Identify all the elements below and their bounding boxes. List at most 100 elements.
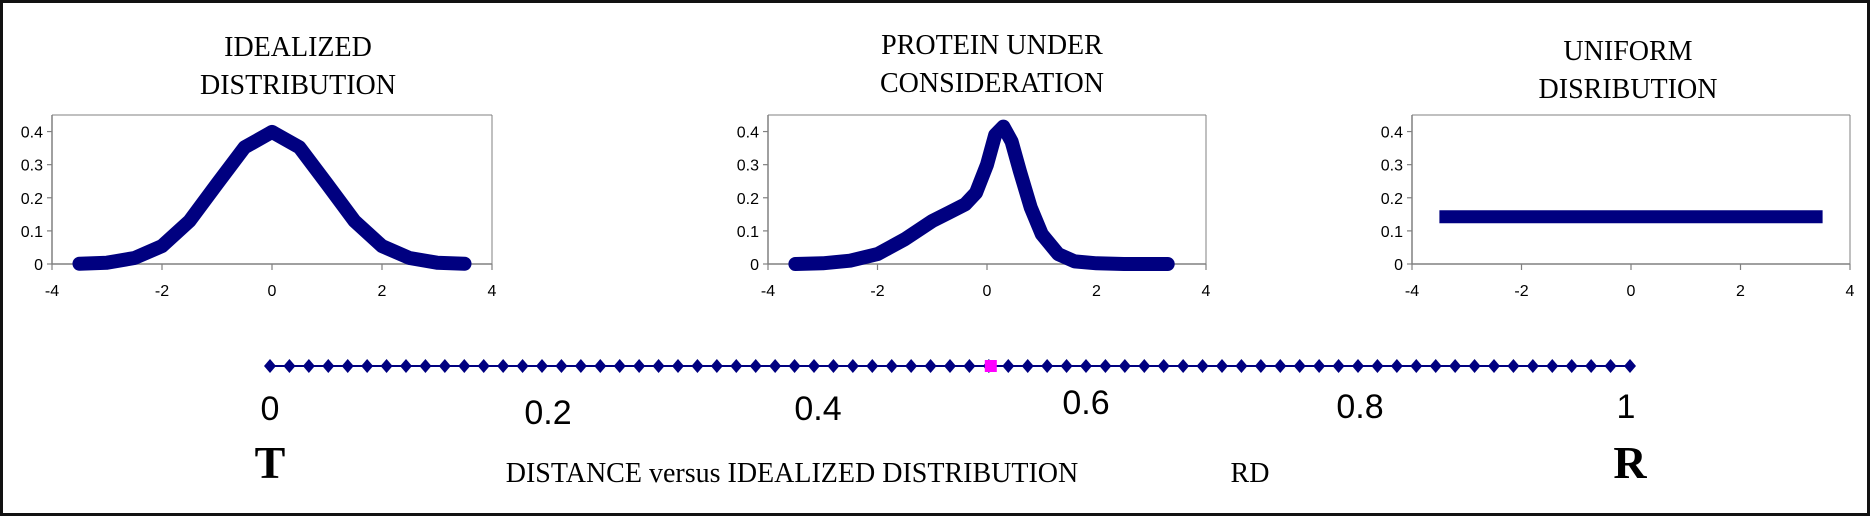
- scale-point: [1429, 359, 1442, 373]
- scale-point: [1604, 359, 1617, 373]
- y-tick-label: 0.1: [737, 224, 759, 241]
- y-tick-label: 0.3: [737, 158, 759, 175]
- chart-title-line-1: PROTEIN UNDER: [881, 30, 1103, 61]
- scale-point: [963, 359, 976, 373]
- x-tick-label: 0: [268, 283, 277, 300]
- scale-point: [1041, 359, 1054, 373]
- scale-point: [613, 359, 626, 373]
- scale-point: [1138, 359, 1151, 373]
- scale-point: [1118, 359, 1131, 373]
- y-tick-label: 0: [750, 257, 759, 274]
- x-tick-label: -2: [1514, 283, 1528, 300]
- scale-point: [672, 359, 684, 373]
- scale-point: [924, 359, 937, 373]
- x-tick-label: 4: [488, 283, 497, 300]
- scale-point: [1196, 359, 1209, 373]
- y-tick-label: 0.3: [1381, 158, 1403, 175]
- scale-point: [749, 359, 762, 373]
- scale-point: [341, 359, 354, 373]
- scale-point: [652, 359, 665, 373]
- scale-point: [730, 359, 743, 373]
- scale-point: [1313, 359, 1326, 373]
- scale-point: [1371, 359, 1384, 373]
- x-tick-label: 2: [1736, 283, 1745, 300]
- scale-point: [264, 359, 276, 373]
- scale-point: [302, 359, 315, 373]
- scale-tick-label: 0.8: [1336, 388, 1383, 426]
- scale-point: [1177, 359, 1190, 373]
- scale-point: [1080, 359, 1092, 373]
- x-tick-label: 0: [1627, 283, 1636, 300]
- scale-point: [710, 359, 723, 373]
- chart-title-line-2: DISTRIBUTION: [200, 70, 396, 101]
- x-tick-label: 0: [983, 283, 992, 300]
- scale-point: [1624, 359, 1636, 373]
- scale-point: [1235, 359, 1248, 373]
- y-tick-label: 0.2: [21, 191, 43, 208]
- scale-point: [594, 359, 607, 373]
- y-tick-label: 0.4: [21, 125, 43, 142]
- scale-point: [1254, 359, 1267, 373]
- scale-point: [1546, 359, 1559, 373]
- chart-title-line-1: IDEALIZED: [224, 32, 372, 63]
- chart-title-line-2: DISRIBUTION: [1539, 74, 1718, 105]
- scale-point: [458, 359, 471, 373]
- scale-point: [1060, 359, 1073, 373]
- scale-point: [400, 359, 412, 373]
- scale-point: [691, 359, 704, 373]
- scale-point: [1449, 359, 1462, 373]
- chart-title-line-1: UNIFORM: [1563, 36, 1692, 67]
- scale-point: [769, 359, 782, 373]
- scale-point: [497, 359, 510, 373]
- y-tick-label: 0.1: [21, 224, 43, 241]
- protein-position-marker: [984, 360, 997, 372]
- scale-point: [1468, 359, 1481, 373]
- distance-scale: T R DISTANCE versus IDEALIZED DISTRIBUTI…: [255, 359, 1647, 489]
- scale-point: [1410, 359, 1423, 373]
- chart-title-line-2: CONSIDERATION: [880, 68, 1104, 99]
- scale-point: [866, 359, 879, 373]
- scale-tick-label: 1: [1617, 388, 1636, 426]
- scale-tick-label: 0.2: [524, 394, 571, 432]
- scale-tick-label: 0.6: [1062, 384, 1109, 422]
- scale-point: [438, 359, 451, 373]
- scale-point: [846, 359, 859, 373]
- y-tick-label: 0: [1394, 257, 1403, 274]
- scale-point: [1526, 359, 1539, 373]
- scale-point: [361, 359, 374, 373]
- scale-point: [1021, 359, 1034, 373]
- y-tick-label: 0: [34, 257, 43, 274]
- x-tick-label: -2: [155, 283, 169, 300]
- scale-tick-label: 0: [261, 390, 280, 428]
- scale-point: [827, 359, 840, 373]
- scale-point: [283, 359, 296, 373]
- scale-point: [1390, 359, 1403, 373]
- chart-protein-under-consideration: PROTEIN UNDER CONSIDERATION 0 0.1 0.2 0.3 0.…: [737, 30, 1211, 300]
- x-tick-label: 4: [1202, 283, 1211, 300]
- scale-tick-label: 0.4: [794, 390, 841, 428]
- scale-point: [1274, 359, 1287, 373]
- scale-point: [1099, 359, 1112, 373]
- scale-point: [1002, 359, 1015, 373]
- y-tick-label: 0.2: [737, 191, 759, 208]
- series-line: [72, 124, 472, 271]
- end-label-r: R: [1613, 437, 1647, 488]
- y-tick-label: 0.4: [1381, 125, 1403, 142]
- scale-point: [536, 359, 548, 373]
- y-tick-label: 0.2: [1381, 191, 1403, 208]
- scale-point: [788, 359, 801, 373]
- scale-point: [322, 359, 335, 373]
- scale-point: [1216, 359, 1228, 373]
- scale-point: [1352, 359, 1364, 373]
- scale-point: [419, 359, 432, 373]
- chart-uniform-distribution: UNIFORM DISRIBUTION 0 0.1 0.2 0.3 0.4 -4 -2 0 2 4: [1381, 36, 1855, 300]
- scale-point: [477, 359, 490, 373]
- scale-point: [555, 359, 568, 373]
- scale-point: [808, 359, 820, 373]
- x-tick-label: 2: [378, 283, 387, 300]
- scale-caption-rd: RD: [1231, 458, 1270, 489]
- x-tick-label: -4: [761, 283, 775, 300]
- scale-point: [380, 359, 393, 373]
